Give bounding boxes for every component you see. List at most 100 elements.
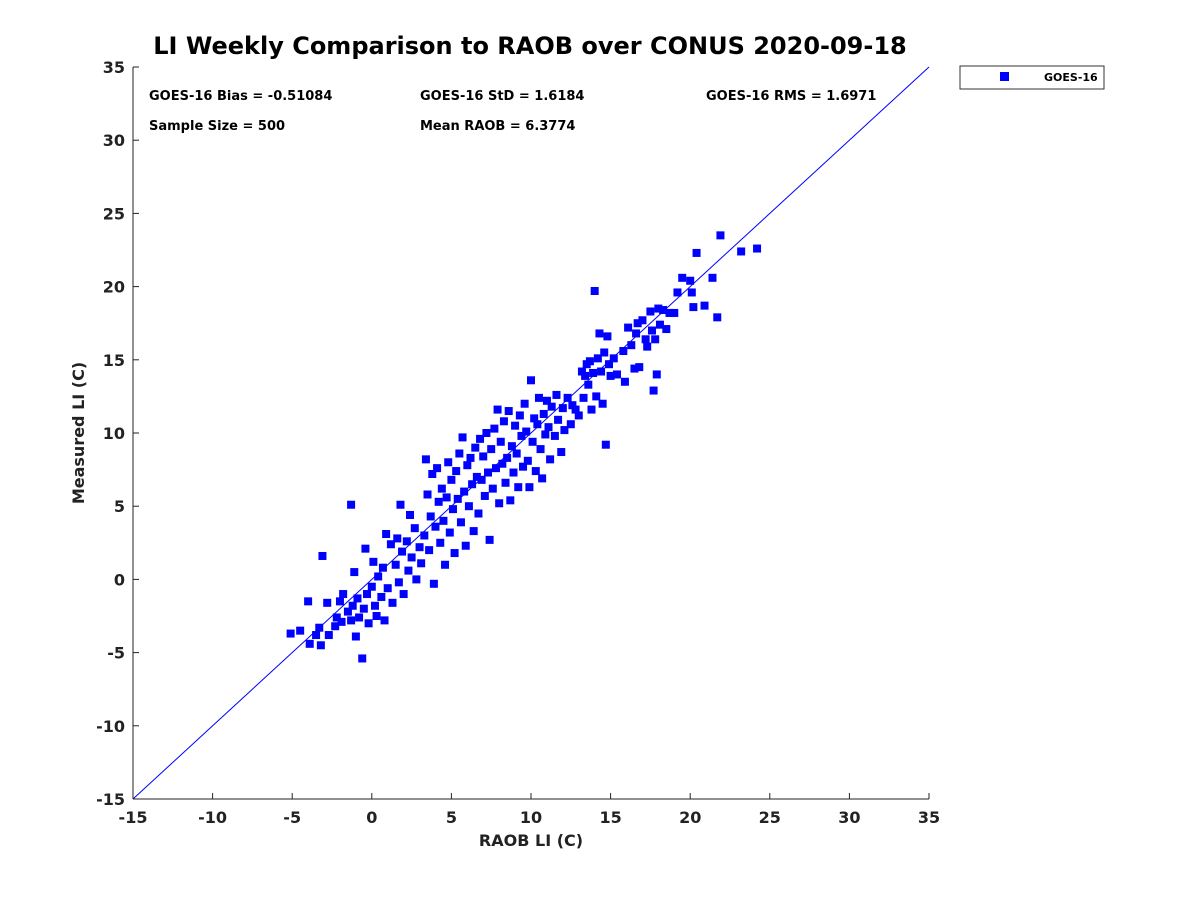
data-point [550,431,559,440]
y-tick-label: -15 [96,790,125,809]
data-point [382,530,391,539]
reference-line-group [132,66,930,800]
data-point [542,396,551,405]
data-point [737,247,746,256]
x-tick-label: 0 [366,808,377,827]
data-point [641,335,650,344]
data-point [552,390,561,399]
data-point [525,483,534,492]
data-point [452,467,461,476]
data-point [364,619,373,628]
data-point [388,598,397,607]
data-point [536,445,545,454]
data-point [425,546,434,555]
data-point [585,357,594,366]
data-point [315,623,324,632]
data-point [605,360,614,369]
data-point [420,531,429,540]
legend-box [959,65,1105,90]
data-point [410,524,419,533]
x-tick-label: 5 [446,808,457,827]
data-point [499,417,508,426]
y-tick-label: 10 [103,424,125,443]
data-point [520,399,529,408]
data-point [487,445,496,454]
data-point [654,304,663,313]
data-point [538,474,547,483]
data-point [466,453,475,462]
data-point [358,654,367,663]
data-point [372,612,381,620]
data-point [514,483,523,492]
data-point [689,303,698,312]
data-point [312,631,321,640]
data-point [507,442,516,451]
data-point [630,364,639,373]
data-point [374,572,383,581]
data-point [632,329,641,338]
y-tick-label: -10 [96,717,125,736]
data-point [713,313,722,322]
data-point [377,592,386,601]
data-point [522,427,531,436]
data-point [495,499,504,508]
data-point [619,347,628,356]
data-point [531,467,540,476]
data-point [700,301,709,310]
x-tick-label: -10 [198,808,227,827]
data-points-group [286,231,762,663]
data-point [554,415,563,424]
data-point [433,464,442,473]
data-point [528,437,537,446]
y-tick-label: 35 [103,58,125,77]
data-point [439,516,448,525]
data-point [445,528,454,537]
data-point [431,522,440,531]
x-ticks-group: -15 -10 -5 0 5 10 15 20 25 30 35 [119,793,940,827]
data-point [305,639,314,648]
y-axis-label: Measured LI (C) [69,362,88,504]
mean-raob-annotation: Mean RAOB = 6.3774 [420,119,575,134]
data-point [339,590,348,599]
data-point [533,420,542,429]
data-point [670,308,679,317]
data-point [716,231,725,240]
data-point [606,371,615,380]
data-point [546,455,555,464]
data-point [415,543,424,552]
data-point [593,354,602,363]
data-point [686,276,695,285]
data-point [485,535,494,544]
data-point [577,367,586,376]
data-point [560,426,569,435]
data-point [450,549,459,558]
data-point [402,537,411,546]
data-point [579,393,588,402]
data-point [574,411,583,420]
data-point [331,622,340,631]
data-point [633,319,642,328]
data-point [380,616,389,625]
data-point [638,316,647,325]
data-point [359,604,368,613]
data-point [534,393,543,402]
data-point [635,363,644,372]
data-point [598,399,607,408]
data-point [558,404,567,413]
data-point [566,420,575,429]
data-point [304,597,313,606]
data-point [643,342,652,351]
data-point [504,407,513,416]
data-point [361,544,370,553]
data-point [406,510,415,519]
data-point [646,307,655,316]
data-point [662,325,671,334]
data-point [587,405,596,414]
data-point [404,566,413,575]
data-point [488,484,497,493]
data-point [286,629,295,638]
data-point [571,405,580,414]
data-point [448,505,457,514]
data-point [367,582,376,591]
bias-annotation: GOES-16 Bias = -0.51084 [149,89,332,104]
